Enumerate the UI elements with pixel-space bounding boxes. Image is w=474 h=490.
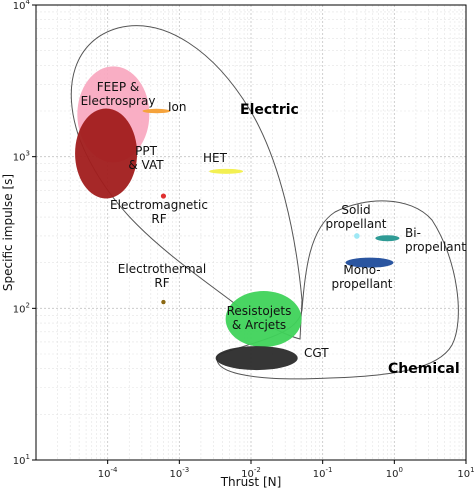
region-label-line: & Arcjets — [232, 318, 286, 332]
y-tick-label: 103 — [13, 150, 30, 164]
region-2-mark — [142, 108, 171, 114]
x-tick-base: 10 — [457, 469, 470, 480]
y-tick-label: 101 — [13, 453, 30, 467]
y-axis-label: Specific impulse [s] — [1, 174, 15, 291]
y-tick-exponent: 4 — [26, 0, 31, 6]
electric-group-label: Electric — [240, 102, 299, 118]
region-label-line: Mono- — [343, 263, 380, 277]
region-5-mark — [161, 299, 166, 305]
electric-envelope — [70, 25, 303, 340]
x-tick-label: 10-2 — [241, 466, 261, 480]
x-tick-exponent: -4 — [111, 466, 119, 474]
region-label-line: & VAT — [128, 158, 164, 172]
region-6-mark — [225, 291, 302, 348]
x-tick-base: 10 — [386, 469, 399, 480]
region-label-line: FEEP & — [97, 80, 139, 94]
region-label-line: Electromagnetic — [110, 198, 208, 212]
x-tick-label: 10-3 — [169, 466, 189, 480]
region-label-line: Ion — [168, 100, 187, 114]
region-8-mark — [354, 233, 360, 239]
y-tick-label: 102 — [13, 301, 30, 315]
region-8-label: Solid propellant — [326, 203, 387, 231]
x-tick-exponent: 0 — [398, 466, 402, 474]
region-7-label: CGT — [304, 346, 329, 360]
y-tick-exponent: 1 — [26, 453, 30, 461]
region-label-line: propellant — [405, 240, 466, 254]
x-tick-exponent: 1 — [470, 466, 474, 474]
region-3-label: HET — [203, 151, 228, 165]
y-tick-exponent: 2 — [26, 301, 30, 309]
x-tick-base: 10 — [169, 469, 182, 480]
region-label-line: propellant — [326, 217, 387, 231]
region-10-label: Mono-propellant — [332, 263, 393, 291]
x-tick-label: 100 — [386, 466, 403, 480]
x-tick-label: 101 — [457, 466, 474, 480]
x-tick-label: 10-4 — [98, 466, 118, 480]
y-tick-base: 10 — [13, 456, 26, 467]
y-tick-label: 104 — [13, 0, 31, 12]
region-9-label: Bi-propellant — [405, 226, 466, 254]
y-tick-base: 10 — [13, 304, 26, 315]
region-label-line: CGT — [304, 346, 329, 360]
x-tick-base: 10 — [241, 469, 254, 480]
y-tick-base: 10 — [13, 1, 26, 12]
region-1-label: PPT & VAT — [128, 144, 164, 172]
x-tick-exponent: -3 — [182, 466, 189, 474]
x-tick-label: 10-1 — [313, 466, 333, 480]
chemical-group-label: Chemical — [388, 361, 460, 377]
region-label-line: Resistojets — [227, 304, 292, 318]
x-tick-base: 10 — [313, 469, 326, 480]
region-label-line: propellant — [332, 277, 393, 291]
region-label-line: Bi- — [405, 226, 421, 240]
region-4-label: Electromagnetic RF — [110, 198, 208, 226]
region-label-line: HET — [203, 151, 228, 165]
region-10-mark — [345, 257, 394, 268]
chemical-envelope — [216, 200, 459, 380]
y-tick-base: 10 — [13, 153, 26, 164]
x-tick-exponent: -2 — [254, 466, 261, 474]
region-6-label: Resistojets & Arcjets — [227, 304, 292, 332]
region-label-line: Electrothermal — [118, 262, 206, 276]
region-9-mark — [375, 235, 400, 242]
region-2-label: Ion — [168, 100, 187, 114]
region-7-mark — [215, 346, 298, 371]
region-0-label: FEEP & Electrospray — [81, 80, 156, 108]
y-tick-exponent: 3 — [26, 150, 30, 158]
x-tick-exponent: -1 — [326, 466, 333, 474]
region-label-line: RF — [151, 212, 166, 226]
region-1-mark — [75, 108, 138, 199]
x-tick-base: 10 — [98, 469, 111, 480]
region-4-mark — [160, 193, 167, 199]
region-5-label: Electrothermal RF — [118, 262, 206, 290]
region-label-line: Solid — [341, 203, 370, 217]
x-axis-label: Thrust [N] — [220, 475, 282, 489]
region-label-line: PPT — [135, 144, 157, 158]
region-label-line: RF — [154, 276, 169, 290]
region-label-line: Electrospray — [81, 94, 156, 108]
region-3-mark — [209, 168, 244, 174]
